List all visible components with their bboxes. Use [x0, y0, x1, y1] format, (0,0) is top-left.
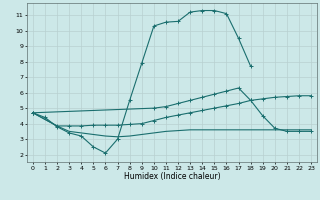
X-axis label: Humidex (Indice chaleur): Humidex (Indice chaleur) — [124, 172, 220, 181]
